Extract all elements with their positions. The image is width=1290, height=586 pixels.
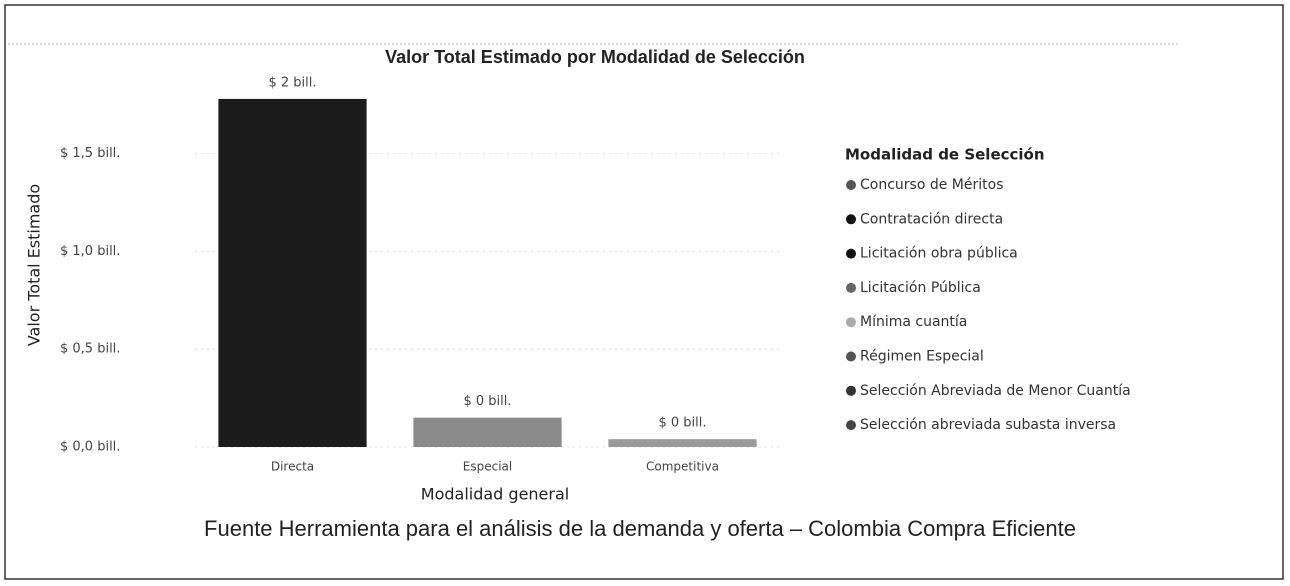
legend-label: Régimen Especial: [860, 349, 984, 365]
legend-label: Selección Abreviada de Menor Cuantía: [860, 383, 1131, 399]
y-tick-label: $ 1,5 bill.: [60, 146, 120, 161]
chart-title: Valor Total Estimado por Modalidad de Se…: [385, 47, 805, 67]
y-tick-label: $ 0,0 bill.: [60, 440, 120, 455]
frame: [4, 4, 1284, 580]
x-tick-label: Directa: [271, 460, 314, 474]
legend-label: Contratación directa: [860, 211, 1003, 227]
bar: [218, 98, 367, 448]
data-label: $ 0 bill.: [658, 416, 706, 431]
legend-label: Licitación obra pública: [860, 246, 1018, 262]
x-axis-title: Modalidad general: [421, 485, 569, 504]
y-tick-label: $ 1,0 bill.: [60, 244, 120, 259]
legend-marker: [846, 282, 856, 293]
legend-marker: [846, 351, 856, 362]
legend-marker: [846, 317, 856, 328]
legend-label: Mínima cuantía: [860, 314, 967, 330]
y-tick-label: $ 0,5 bill.: [60, 342, 120, 357]
bar: [413, 417, 562, 447]
data-label: $ 0 bill.: [463, 394, 511, 409]
x-tick-label: Especial: [463, 460, 512, 474]
data-label: $ 2 bill.: [268, 75, 316, 90]
y-axis-title: Valor Total Estimado: [25, 184, 44, 346]
legend-label: Selección abreviada subasta inversa: [860, 417, 1116, 433]
legend-label: Licitación Pública: [860, 280, 981, 296]
legend-marker: [846, 214, 856, 225]
x-tick-label: Competitiva: [646, 460, 719, 474]
legend-marker: [846, 420, 856, 431]
legend-label: Concurso de Méritos: [860, 177, 1004, 193]
legend-marker: [846, 248, 856, 259]
legend-marker: [846, 180, 856, 190]
bar: [608, 439, 757, 447]
caption: Fuente Herramienta para el análisis de l…: [204, 516, 1076, 541]
legend-title: Modalidad de Selección: [845, 146, 1045, 164]
legend-marker: [846, 385, 856, 396]
